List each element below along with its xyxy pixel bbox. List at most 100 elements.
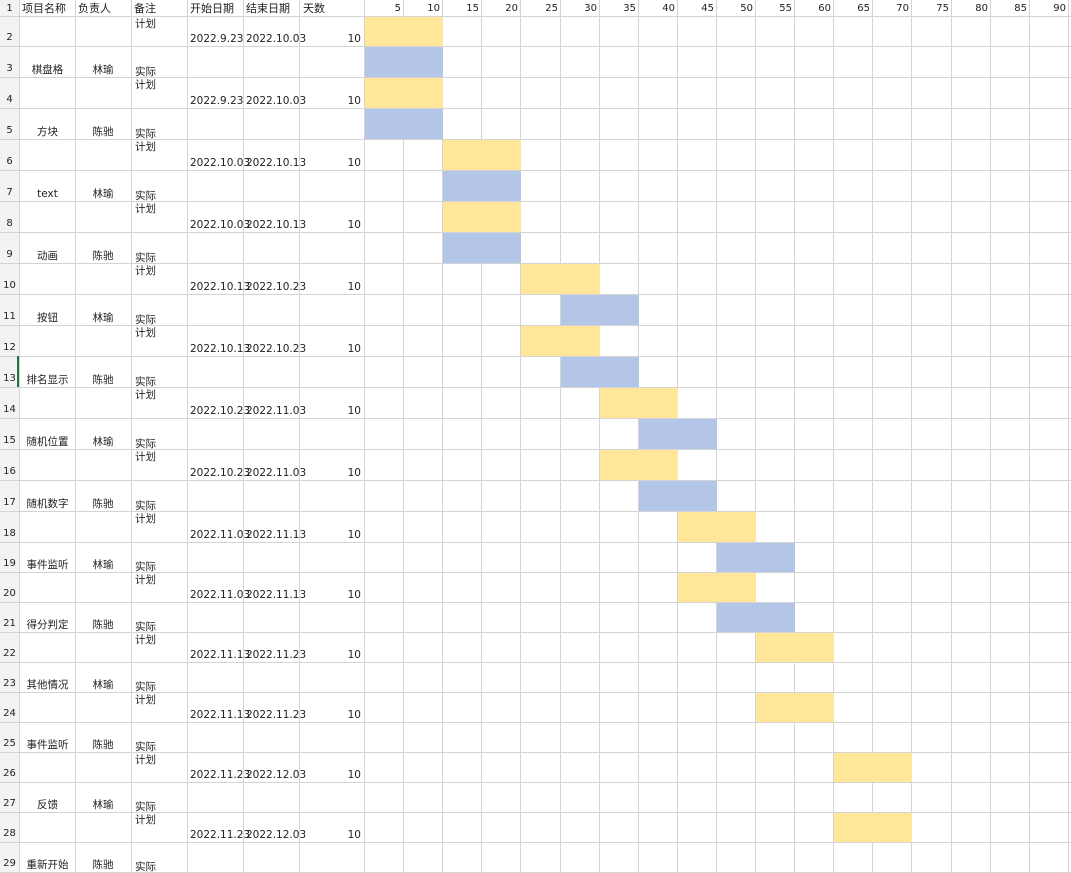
end-date-cell[interactable]: 2022.11.03 [246, 405, 307, 417]
task-name-cell[interactable]: 随机位置 [26, 436, 69, 448]
task-name-cell[interactable]: 按钮 [37, 312, 58, 324]
task-name-cell[interactable]: 排名显示 [26, 374, 69, 386]
timeline-tick-label[interactable]: 20 [505, 3, 518, 14]
task-owner-cell[interactable]: 林瑜 [92, 312, 114, 324]
timeline-tick-label[interactable]: 55 [779, 3, 792, 14]
row-number[interactable]: 20 [3, 588, 16, 599]
days-cell[interactable]: 10 [347, 157, 361, 169]
task-owner-cell[interactable]: 林瑜 [92, 64, 114, 76]
note-actual-label[interactable]: 实际 [135, 252, 156, 264]
days-cell[interactable]: 10 [347, 829, 361, 841]
note-plan-label[interactable]: 计划 [135, 265, 156, 277]
timeline-tick-label[interactable]: 25 [545, 3, 558, 14]
task-name-cell[interactable]: 方块 [37, 126, 58, 138]
end-date-cell[interactable]: 2022.11.13 [246, 589, 307, 601]
end-date-cell[interactable]: 2022.10.03 [246, 95, 307, 107]
start-date-cell[interactable]: 2022.10.23 [190, 467, 251, 479]
note-actual-label[interactable]: 实际 [135, 621, 156, 633]
start-date-cell[interactable]: 2022.10.13 [190, 343, 251, 355]
days-cell[interactable]: 10 [347, 709, 361, 721]
row-number[interactable]: 7 [6, 187, 13, 198]
note-actual-label[interactable]: 实际 [135, 861, 156, 873]
header-days[interactable]: 天数 [303, 2, 325, 15]
note-plan-label[interactable]: 计划 [135, 634, 156, 646]
task-owner-cell[interactable]: 陈驰 [92, 859, 114, 871]
row-number[interactable]: 24 [3, 708, 16, 719]
end-date-cell[interactable]: 2022.10.13 [246, 219, 307, 231]
row-number[interactable]: 16 [3, 466, 16, 477]
start-date-cell[interactable]: 2022.11.23 [190, 829, 251, 841]
timeline-tick-label[interactable]: 65 [857, 3, 870, 14]
start-date-cell[interactable]: 2022.11.23 [190, 769, 251, 781]
end-date-cell[interactable]: 2022.11.23 [246, 709, 307, 721]
task-owner-cell[interactable]: 陈驰 [92, 374, 114, 386]
task-owner-cell[interactable]: 林瑜 [92, 559, 114, 571]
task-name-cell[interactable]: 其他情况 [26, 679, 69, 691]
task-name-cell[interactable]: 事件监听 [26, 739, 69, 751]
start-date-cell[interactable]: 2022.10.13 [190, 281, 251, 293]
end-date-cell[interactable]: 2022.11.13 [246, 529, 307, 541]
note-plan-label[interactable]: 计划 [135, 327, 156, 339]
row-number[interactable]: 14 [3, 404, 16, 415]
task-name-cell[interactable]: 随机数字 [26, 498, 69, 510]
timeline-tick-label[interactable]: 15 [466, 3, 479, 14]
days-cell[interactable]: 10 [347, 529, 361, 541]
end-date-cell[interactable]: 2022.10.13 [246, 157, 307, 169]
task-name-cell[interactable]: 重新开始 [26, 859, 69, 871]
days-cell[interactable]: 10 [347, 281, 361, 293]
row-number[interactable]: 1 [6, 3, 13, 14]
note-plan-label[interactable]: 计划 [135, 754, 156, 766]
task-name-cell[interactable]: 动画 [37, 250, 58, 262]
task-name-cell[interactable]: 得分判定 [26, 619, 69, 631]
timeline-tick-label[interactable]: 80 [975, 3, 988, 14]
header-note[interactable]: 备注 [134, 2, 156, 15]
task-owner-cell[interactable]: 陈驰 [92, 619, 114, 631]
row-number[interactable]: 3 [6, 63, 13, 74]
note-actual-label[interactable]: 实际 [135, 561, 156, 573]
end-date-cell[interactable]: 2022.10.23 [246, 281, 307, 293]
timeline-tick-label[interactable]: 5 [394, 3, 401, 14]
row-number[interactable]: 21 [3, 618, 16, 629]
header-project-name[interactable]: 项目名称 [22, 2, 66, 15]
task-owner-cell[interactable]: 林瑜 [92, 436, 114, 448]
row-number[interactable]: 8 [6, 218, 13, 229]
timeline-tick-label[interactable]: 75 [936, 3, 949, 14]
note-actual-label[interactable]: 实际 [135, 741, 156, 753]
row-number[interactable]: 2 [6, 32, 13, 43]
row-number[interactable]: 10 [3, 280, 16, 291]
row-number[interactable]: 22 [3, 648, 16, 659]
start-date-cell[interactable]: 2022.11.13 [190, 709, 251, 721]
start-date-cell[interactable]: 2022.11.03 [190, 529, 251, 541]
timeline-tick-label[interactable]: 85 [1014, 3, 1027, 14]
task-owner-cell[interactable]: 陈驰 [92, 498, 114, 510]
row-number[interactable]: 18 [3, 528, 16, 539]
timeline-tick-label[interactable]: 30 [584, 3, 597, 14]
note-actual-label[interactable]: 实际 [135, 190, 156, 202]
row-number[interactable]: 17 [3, 497, 16, 508]
note-actual-label[interactable]: 实际 [135, 66, 156, 78]
end-date-cell[interactable]: 2022.11.03 [246, 467, 307, 479]
days-cell[interactable]: 10 [347, 649, 361, 661]
start-date-cell[interactable]: 2022.10.03 [190, 157, 251, 169]
end-date-cell[interactable]: 2022.10.23 [246, 343, 307, 355]
note-plan-label[interactable]: 计划 [135, 141, 156, 153]
end-date-cell[interactable]: 2022.12.03 [246, 829, 307, 841]
start-date-cell[interactable]: 2022.11.13 [190, 649, 251, 661]
row-number[interactable]: 19 [3, 558, 16, 569]
task-owner-cell[interactable]: 林瑜 [92, 799, 114, 811]
task-owner-cell[interactable]: 陈驰 [92, 126, 114, 138]
days-cell[interactable]: 10 [347, 769, 361, 781]
note-plan-label[interactable]: 计划 [135, 513, 156, 525]
note-plan-label[interactable]: 计划 [135, 79, 156, 91]
start-date-cell[interactable]: 2022.10.23 [190, 405, 251, 417]
note-plan-label[interactable]: 计划 [135, 203, 156, 215]
task-name-cell[interactable]: text [37, 188, 58, 200]
row-number[interactable]: 9 [6, 249, 13, 260]
timeline-tick-label[interactable]: 70 [896, 3, 909, 14]
note-actual-label[interactable]: 实际 [135, 376, 156, 388]
note-actual-label[interactable]: 实际 [135, 128, 156, 140]
timeline-tick-label[interactable]: 10 [427, 3, 440, 14]
days-cell[interactable]: 10 [347, 343, 361, 355]
task-name-cell[interactable]: 事件监听 [26, 559, 69, 571]
days-cell[interactable]: 10 [347, 467, 361, 479]
